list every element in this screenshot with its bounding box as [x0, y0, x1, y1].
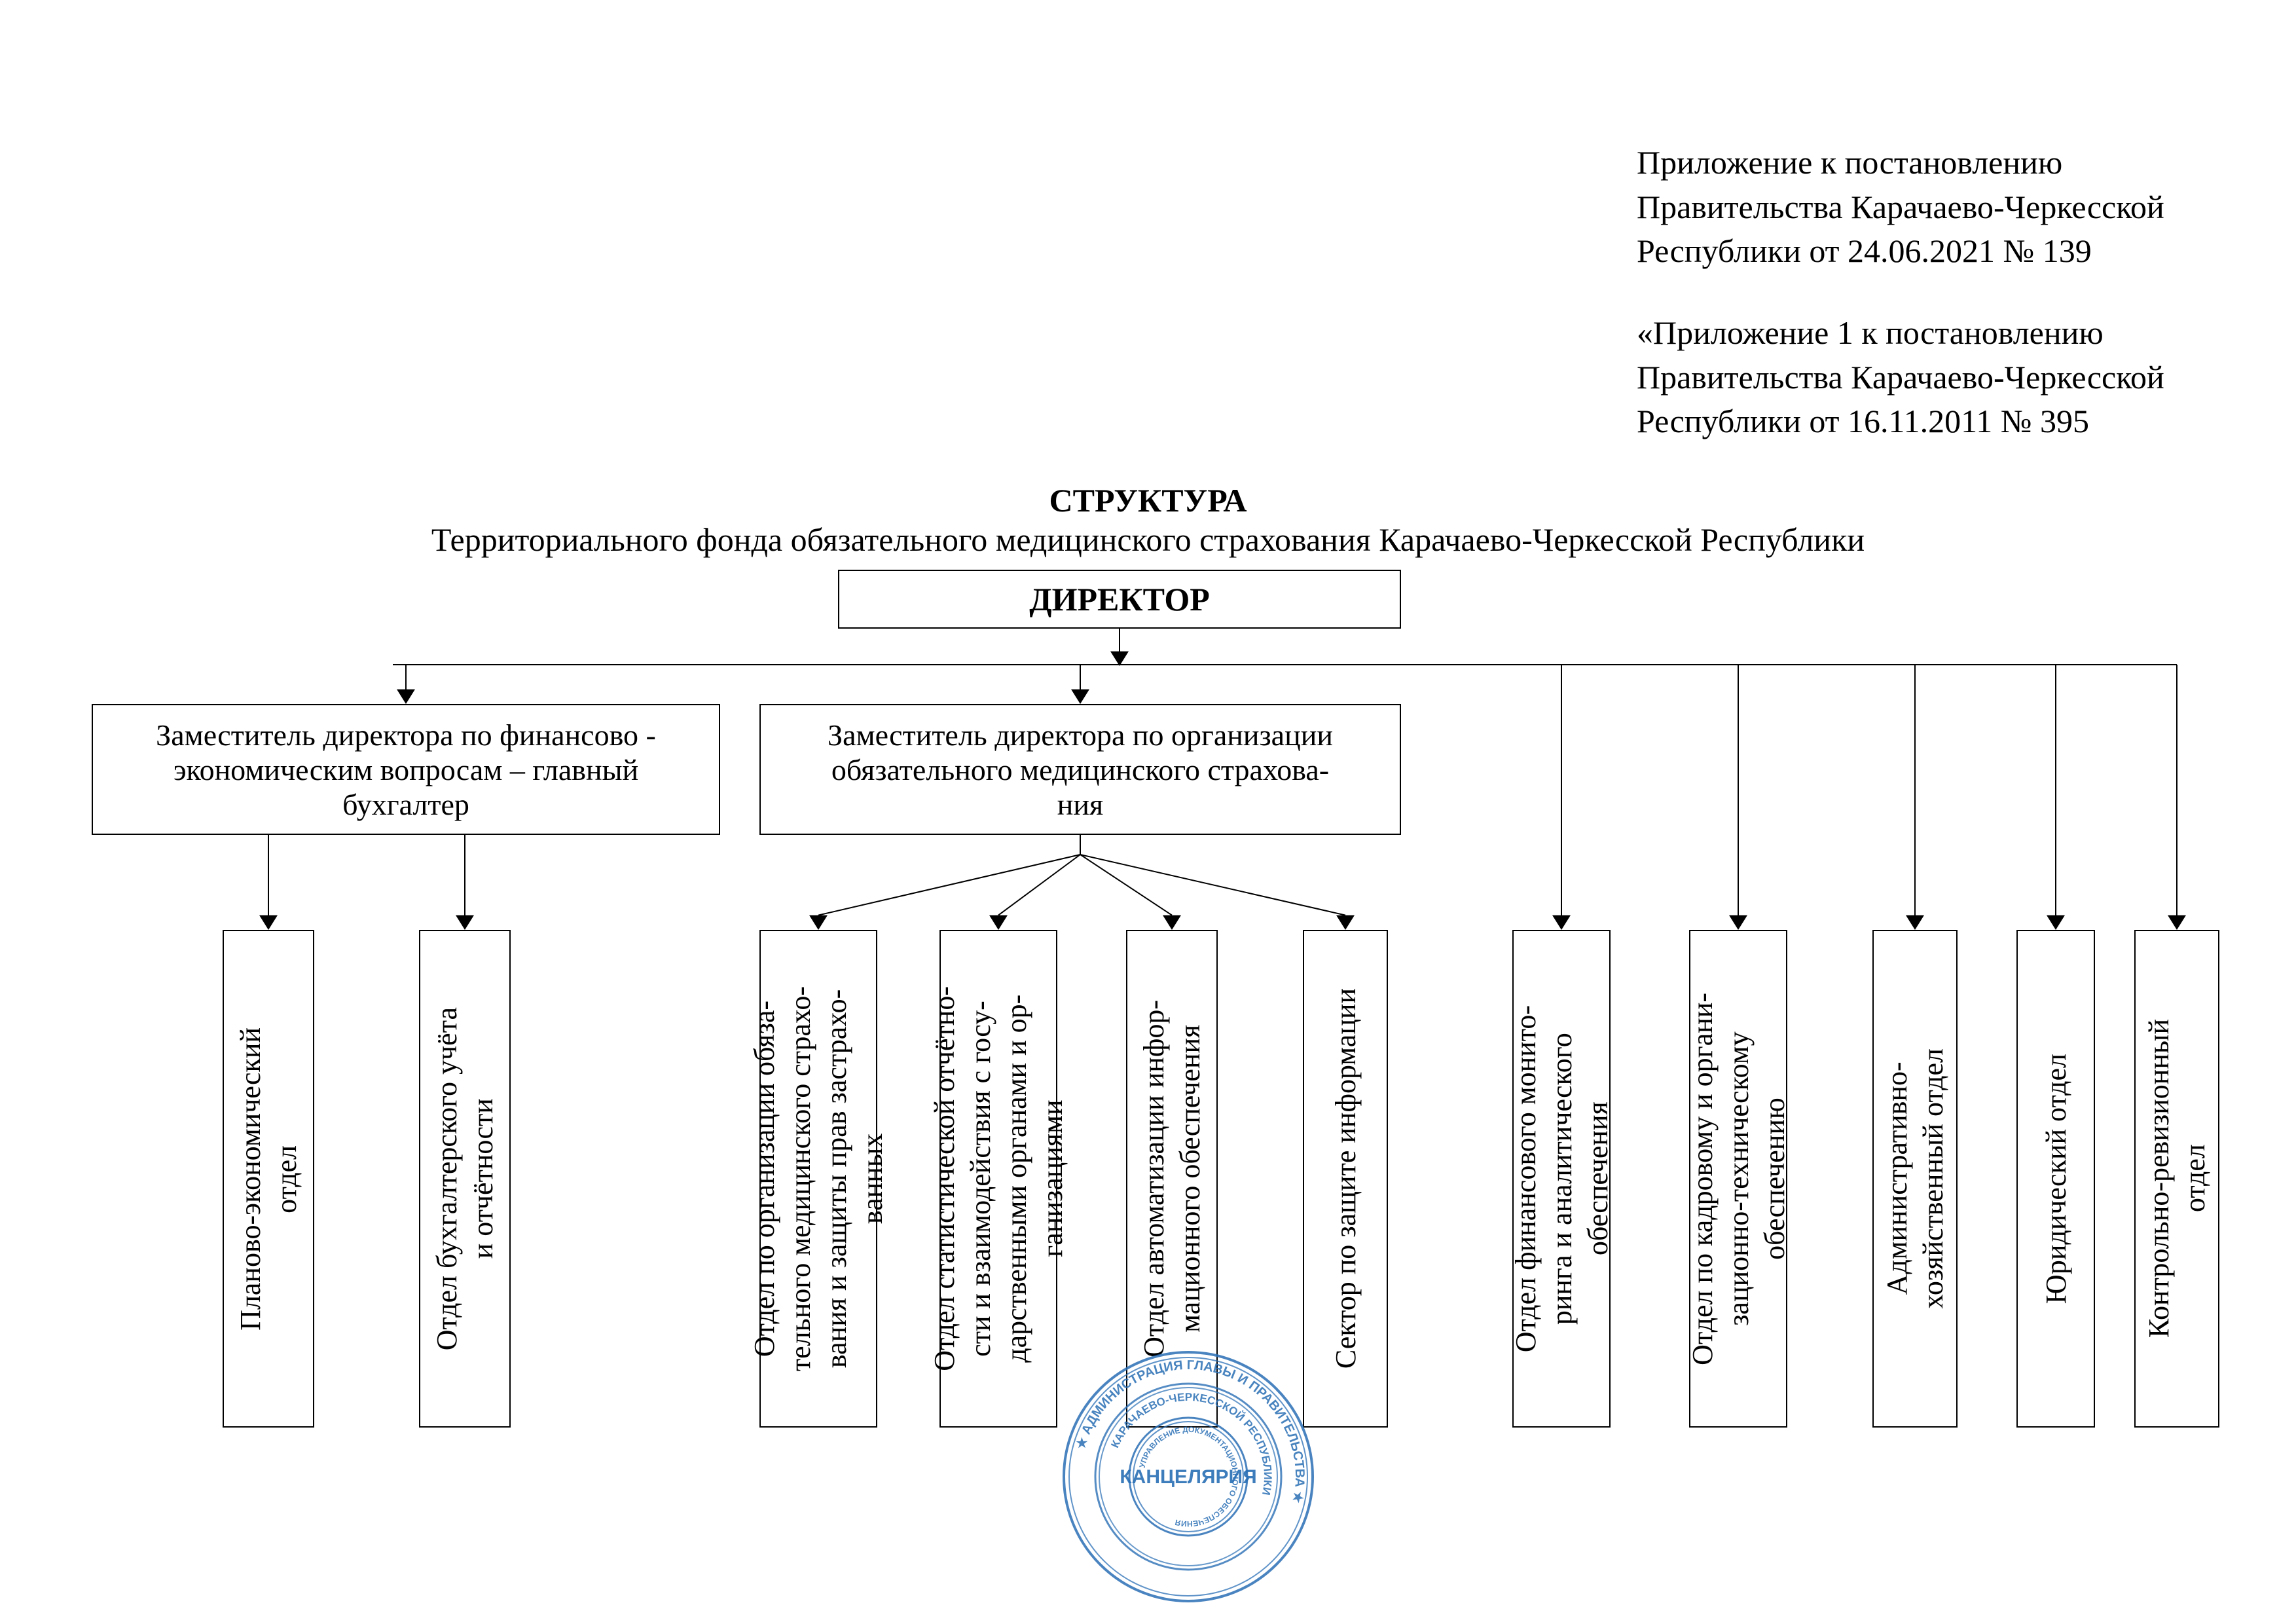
d11-label: Контрольно-ревизионный отдел: [2141, 1019, 2213, 1338]
node-d2: Отдел бухгалтерского учёта и отчётности: [419, 930, 511, 1428]
node-d3: Отдел по организации обяза- тельного мед…: [759, 930, 877, 1428]
node-d9: Административно- хозяйственный отдел: [1872, 930, 1958, 1428]
node-d11: Контрольно-ревизионный отдел: [2134, 930, 2219, 1428]
title-sub: Территориального фонда обязательного мед…: [0, 521, 2296, 559]
dep-fin-label: Заместитель директора по финансово - эко…: [156, 718, 656, 822]
d1-label: Планово-экономический отдел: [232, 1027, 304, 1331]
d10-label: Юридический отдел: [2038, 1054, 2074, 1304]
d6-label: Сектор по защите информации: [1328, 988, 1364, 1369]
director-label: ДИРЕКТОР: [1029, 580, 1210, 618]
svg-text:КАНЦЕЛЯРИЯ: КАНЦЕЛЯРИЯ: [1120, 1466, 1256, 1488]
node-d7: Отдел финансового монито- ринга и аналит…: [1512, 930, 1611, 1428]
dep-oms-label: Заместитель директора по организации обя…: [828, 718, 1333, 822]
official-stamp: ★ АДМИНИСТРАЦИЯ ГЛАВЫ И ПРАВИТЕЛЬСТВА ★К…: [1057, 1346, 1319, 1608]
d9-label: Административно- хозяйственный отдел: [1879, 1048, 1951, 1308]
page: Приложение к постановлениюПравительства …: [0, 0, 2296, 1624]
node-d10: Юридический отдел: [2016, 930, 2095, 1428]
d2-label: Отдел бухгалтерского учёта и отчётности: [429, 1007, 501, 1350]
node-director: ДИРЕКТОР: [838, 570, 1401, 629]
d4-label: Отдел статистической отчётно- сти и взаи…: [926, 986, 1070, 1371]
node-dep-oms: Заместитель директора по организации обя…: [759, 704, 1401, 835]
header-block-2: «Приложение 1 к постановлениюПравительст…: [1637, 311, 2265, 444]
d8-label: Отдел по кадровому и органи- зационно-те…: [1685, 993, 1793, 1365]
d7-label: Отдел финансового монито- ринга и аналит…: [1508, 1005, 1616, 1352]
node-d4: Отдел статистической отчётно- сти и взаи…: [939, 930, 1057, 1428]
node-dep-fin: Заместитель директора по финансово - эко…: [92, 704, 720, 835]
node-d8: Отдел по кадровому и органи- зационно-те…: [1689, 930, 1787, 1428]
header-block-1: Приложение к постановлениюПравительства …: [1637, 141, 2265, 274]
title-main: СТРУКТУРА: [0, 481, 2296, 519]
d3-label: Отдел по организации обяза- тельного мед…: [746, 986, 890, 1371]
d5-label: Отдел автоматизации инфор- мационного об…: [1136, 1000, 1208, 1357]
node-d1: Планово-экономический отдел: [223, 930, 314, 1428]
